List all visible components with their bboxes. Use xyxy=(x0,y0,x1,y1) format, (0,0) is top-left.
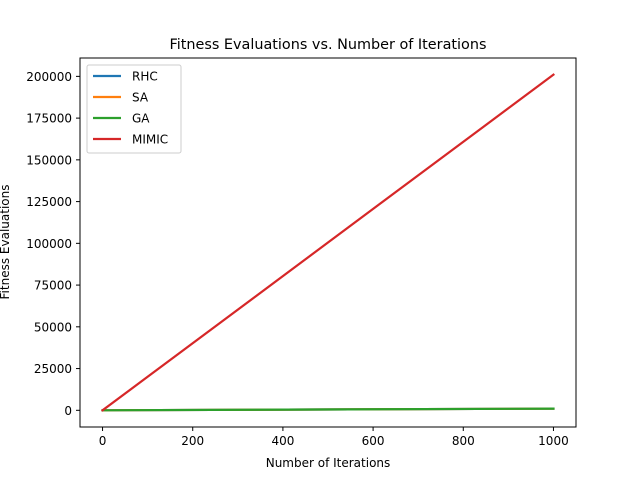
legend-label-ga: GA xyxy=(132,112,150,126)
legend-label-rhc: RHC xyxy=(132,70,158,84)
legend-label-sa: SA xyxy=(132,91,149,105)
x-axis-ticks: 0 200 400 600 800 1000 xyxy=(99,427,569,448)
y-tick-label: 50000 xyxy=(34,320,72,334)
legend-frame xyxy=(86,64,182,154)
series-line-ga xyxy=(101,407,555,412)
y-tick-label: 200000 xyxy=(26,70,72,84)
legend-label-mimic: MIMIC xyxy=(132,133,168,147)
y-tick-label: 100000 xyxy=(26,237,72,251)
x-tick-label: 400 xyxy=(271,434,294,448)
x-tick-label: 800 xyxy=(452,434,475,448)
x-tick-label: 1000 xyxy=(538,434,569,448)
y-tick-label: 150000 xyxy=(26,153,72,167)
y-tick-label: 25000 xyxy=(34,362,72,376)
x-axis-label: Number of Iterations xyxy=(266,456,391,470)
series-line-mimic xyxy=(101,73,555,412)
y-tick-label: 175000 xyxy=(26,112,72,126)
y-axis-ticks: 0 25000 50000 75000 100000 125000 150000 175000… xyxy=(26,70,80,418)
plot-frame xyxy=(79,57,577,428)
y-tick-label: 75000 xyxy=(34,279,72,293)
y-tick-label: 125000 xyxy=(26,195,72,209)
x-tick-label: 0 xyxy=(99,434,107,448)
chart-title: Fitness Evaluations vs. Number of Iterat… xyxy=(170,37,487,53)
y-axis-label: Fitness Evaluations xyxy=(0,185,12,300)
plot-lines xyxy=(101,73,555,412)
legend: RHC SA GA MIMIC xyxy=(86,64,182,154)
x-tick-label: 200 xyxy=(181,434,204,448)
x-tick-label: 600 xyxy=(362,434,385,448)
y-tick-label: 0 xyxy=(64,404,72,418)
